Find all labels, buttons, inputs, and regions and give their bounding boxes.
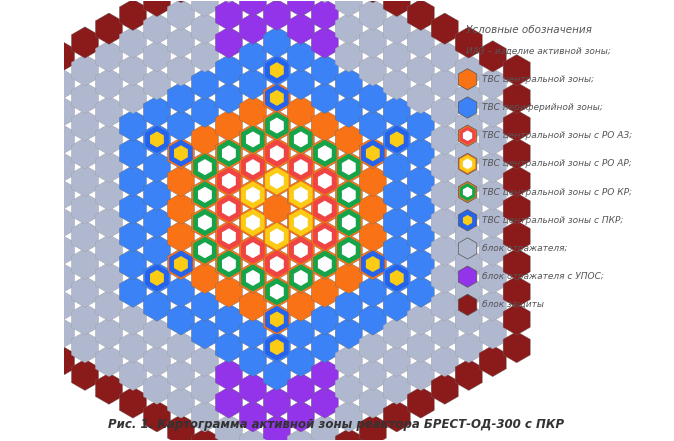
Text: Условные обозначения: Условные обозначения — [466, 25, 592, 35]
Text: ИАЗ – изделие активной зоны;: ИАЗ – изделие активной зоны; — [466, 47, 611, 56]
Text: ТВС центральной зоны с РО АР;: ТВС центральной зоны с РО АР; — [482, 159, 632, 168]
Text: ТВС периферийной зоны;: ТВС периферийной зоны; — [482, 103, 603, 112]
Text: блок отражателя;: блок отражателя; — [482, 244, 568, 253]
Text: ТВС центральной зоны;: ТВС центральной зоны; — [482, 75, 594, 84]
Text: ТВС центральной зоны с ПКР;: ТВС центральной зоны с ПКР; — [482, 216, 623, 225]
Text: блок защиты: блок защиты — [482, 300, 544, 309]
Text: ТВС центральной зоны с РО АЗ;: ТВС центральной зоны с РО АЗ; — [482, 131, 632, 140]
Text: Рис. 1. Картограмма активной зоны реактора БРЕСТ-ОД-300 с ПКР: Рис. 1. Картограмма активной зоны реакто… — [108, 418, 564, 431]
Text: блок отражателя с УПОС;: блок отражателя с УПОС; — [482, 272, 604, 281]
Text: ТВС центральной зоны с РО КР;: ТВС центральной зоны с РО КР; — [482, 187, 632, 197]
